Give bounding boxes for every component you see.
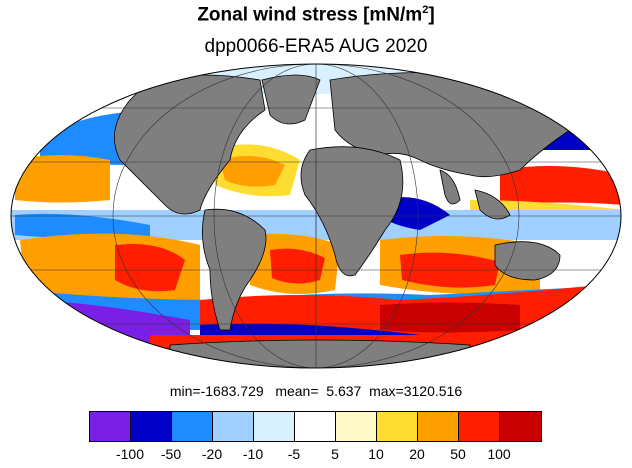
colorbar [89,411,542,442]
colorbar-tick-label: -5 [287,446,301,462]
africa [300,146,404,277]
colorbar-swatch-5 [295,412,336,441]
south-america [202,208,267,331]
south-pacific-red [115,244,185,292]
colorbar-tick-label: 10 [368,446,384,462]
southeast-asia [474,189,511,220]
south-atlantic-red [270,248,325,284]
colorbar-swatch-7 [377,412,418,441]
colorbar-swatch-8 [418,412,459,441]
australia [494,241,561,281]
colorbar-swatch-10 [500,412,541,441]
colorbar-swatch-4 [254,412,295,441]
colorbar-swatch-6 [336,412,377,441]
colorbar-tick-label: 20 [409,446,425,462]
north-atlantic-red [220,156,285,187]
colorbar-tick-label: 50 [450,446,466,462]
chart-subtitle: dpp0066-ERA5 AUG 2020 [204,36,428,57]
colorbar-tick-label: -20 [201,446,223,462]
colorbar-tick-label: 5 [331,446,339,462]
globe-outline [10,63,622,369]
colorbar-tick-labels: -100 -50 -20 -10 -5 5 10 20 50 100 [0,446,632,464]
colorbar-tick-label: -10 [242,446,264,462]
southern-ocean-darkred [380,302,520,333]
colorbar-tick-label: -100 [115,446,145,462]
graticule [11,64,621,368]
east-pacific-blue [15,213,150,240]
colorbar-tick-label: -50 [160,446,182,462]
greenland [261,74,321,125]
north-pacific-red-right [500,166,621,205]
colorbar-swatch-0 [90,412,131,441]
colorbar-swatch-9 [459,412,500,441]
statistics-line: min=-1683.729 mean= 5.637 max=3120.516 [169,383,463,399]
colorbar-swatch-3 [213,412,254,441]
colorbar-swatch-1 [131,412,172,441]
chart-title: Zonal wind stress [mN/m2] [197,4,435,26]
colorbar-tick-label: 100 [487,446,511,462]
india [439,169,461,205]
north-america [114,74,266,215]
colorbar-swatch-2 [172,412,213,441]
antarctica [169,339,471,368]
north-pacific-orange-left [15,155,110,203]
